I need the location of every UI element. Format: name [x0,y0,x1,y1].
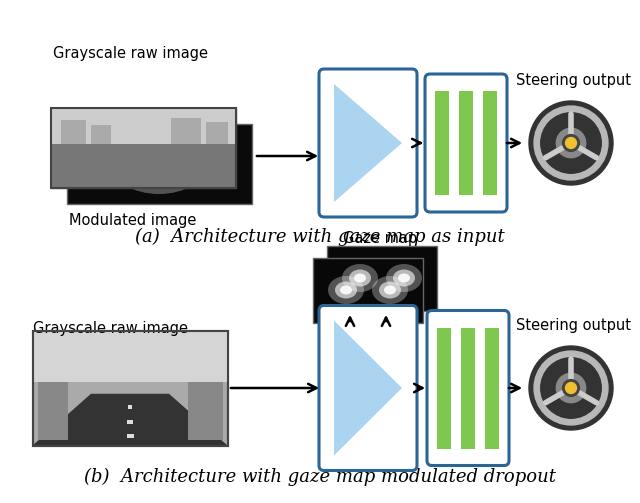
Bar [33,330,227,446]
Circle shape [566,137,577,148]
Ellipse shape [349,270,371,287]
Circle shape [529,346,613,430]
Bar [51,108,236,188]
Bar [170,118,200,144]
Bar [485,327,499,449]
Bar [51,108,236,144]
Text: Gaze map: Gaze map [343,231,417,246]
Bar [90,125,111,144]
Text: Modulated image: Modulated image [69,213,196,228]
Ellipse shape [398,274,410,283]
Circle shape [556,128,586,158]
Text: Steering output: Steering output [515,73,630,88]
Bar [51,108,236,188]
Bar [483,91,497,195]
Text: (a)  Architecture with gaze map as input: (a) Architecture with gaze map as input [135,228,505,246]
Text: Steering output: Steering output [515,318,630,333]
Text: Grayscale raw image: Grayscale raw image [33,321,188,336]
Bar [67,124,252,204]
FancyBboxPatch shape [425,74,507,212]
Ellipse shape [328,276,364,304]
Bar [33,330,227,382]
Ellipse shape [342,264,378,292]
Ellipse shape [131,146,187,182]
Text: (b)  Architecture with gaze map modulated dropout: (b) Architecture with gaze map modulated… [84,468,556,486]
Ellipse shape [379,282,401,298]
Bar [188,382,223,440]
Bar [127,420,133,424]
Bar [61,120,86,144]
Bar [51,144,236,188]
Circle shape [566,383,577,393]
Circle shape [529,101,613,185]
FancyBboxPatch shape [427,310,509,465]
Circle shape [563,380,579,396]
Ellipse shape [372,276,408,304]
Bar [205,122,227,144]
Polygon shape [33,394,227,446]
Ellipse shape [111,134,207,194]
Polygon shape [334,84,402,202]
Circle shape [534,106,608,180]
Polygon shape [334,320,402,456]
Ellipse shape [340,286,352,294]
Bar [128,405,132,409]
FancyBboxPatch shape [319,69,417,217]
Ellipse shape [386,264,422,292]
Circle shape [541,113,601,173]
FancyBboxPatch shape [319,305,417,470]
Circle shape [534,351,608,425]
Bar [38,382,67,440]
Circle shape [556,373,586,403]
Circle shape [563,135,579,151]
Bar [127,434,134,438]
Bar [327,245,437,310]
Ellipse shape [335,282,357,298]
Ellipse shape [393,270,415,287]
Bar [461,327,475,449]
Ellipse shape [384,286,396,294]
Circle shape [541,358,601,418]
Ellipse shape [354,274,366,283]
Bar [435,91,449,195]
Text: Grayscale raw image: Grayscale raw image [53,46,208,61]
Ellipse shape [143,154,175,174]
Ellipse shape [151,159,167,169]
Bar [313,258,423,322]
Bar [437,327,451,449]
Bar [33,330,227,446]
Bar [459,91,473,195]
